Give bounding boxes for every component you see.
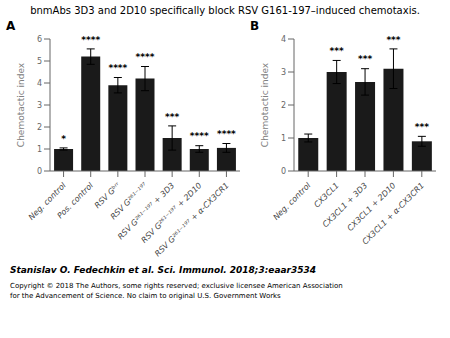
- svg-text:****: ****: [81, 35, 100, 45]
- svg-text:CX3CL1 + 2D10: CX3CL1 + 2D10: [346, 181, 398, 233]
- svg-text:***: ***: [358, 54, 372, 64]
- html-text:Copyright © 2018 The Authors,: Copyright © 2018 The Authors, some right…: [10, 282, 343, 300]
- svg-text:CX3CL1 + 3D3: CX3CL1 + 3D3: [320, 180, 370, 230]
- svg-text:Chemotactic index: Chemotactic index: [260, 62, 270, 147]
- svg-text:5: 5: [37, 57, 42, 66]
- svg-text:1: 1: [37, 145, 42, 154]
- svg-text:3: 3: [281, 68, 286, 77]
- svg-text:RSV G²⁶¹⁻¹⁹⁷ + 3D3: RSV G²⁶¹⁻¹⁹⁷ + 3D3: [116, 180, 177, 242]
- svg-text:****: ****: [108, 63, 127, 73]
- svg-text:CX3CL1: CX3CL1: [312, 181, 340, 209]
- html-text:B: B: [250, 19, 260, 33]
- svg-text:3: 3: [37, 101, 42, 110]
- svg-text:CX3CL1 + α-CX3CR1: CX3CL1 + α-CX3CR1: [361, 181, 427, 247]
- svg-text:***: ***: [386, 35, 400, 45]
- svg-text:****: ****: [136, 52, 155, 62]
- svg-text:Neg. control: Neg. control: [26, 180, 68, 222]
- svg-text:****: ****: [190, 131, 209, 141]
- svg-text:RSV G²⁶¹⁻¹⁹⁷ + 2D10: RSV G²⁶¹⁻¹⁹⁷ + 2D10: [139, 180, 204, 245]
- html-text:A: A: [6, 19, 16, 33]
- svg-text:4: 4: [37, 79, 42, 88]
- svg-text:Pos. control: Pos. control: [55, 180, 95, 220]
- html-text:bnmAbs 3D3 and 2D10 specifical: bnmAbs 3D3 and 2D10 specifically block R…: [30, 5, 420, 16]
- svg-text:***: ***: [330, 46, 344, 56]
- svg-text:***: ***: [415, 122, 429, 132]
- svg-text:2: 2: [281, 101, 286, 110]
- svg-text:***: ***: [165, 112, 179, 122]
- svg-text:RSV Gᵇʳʳ: RSV Gᵇʳʳ: [92, 180, 123, 211]
- svg-text:****: ****: [217, 129, 236, 139]
- svg-text:0: 0: [37, 167, 42, 176]
- svg-text:6: 6: [37, 35, 42, 44]
- html-text:Stanislav O. Fedechkin et al.: Stanislav O. Fedechkin et al. Sci. Immun…: [10, 265, 316, 275]
- svg-text:RSV G²⁶¹⁻¹⁹⁷: RSV G²⁶¹⁻¹⁹⁷: [108, 180, 150, 222]
- svg-text:*: *: [61, 134, 66, 144]
- svg-text:Neg. control: Neg. control: [271, 180, 313, 222]
- svg-text:4: 4: [281, 35, 286, 44]
- svg-text:RSV G²⁶¹⁻¹⁹⁷ + α-CX3CR1: RSV G²⁶¹⁻¹⁹⁷ + α-CX3CR1: [153, 181, 231, 259]
- svg-text:2: 2: [37, 123, 42, 132]
- svg-text:1: 1: [281, 134, 286, 143]
- svg-text:0: 0: [281, 167, 286, 176]
- svg-text:Chemotactic index: Chemotactic index: [16, 62, 26, 147]
